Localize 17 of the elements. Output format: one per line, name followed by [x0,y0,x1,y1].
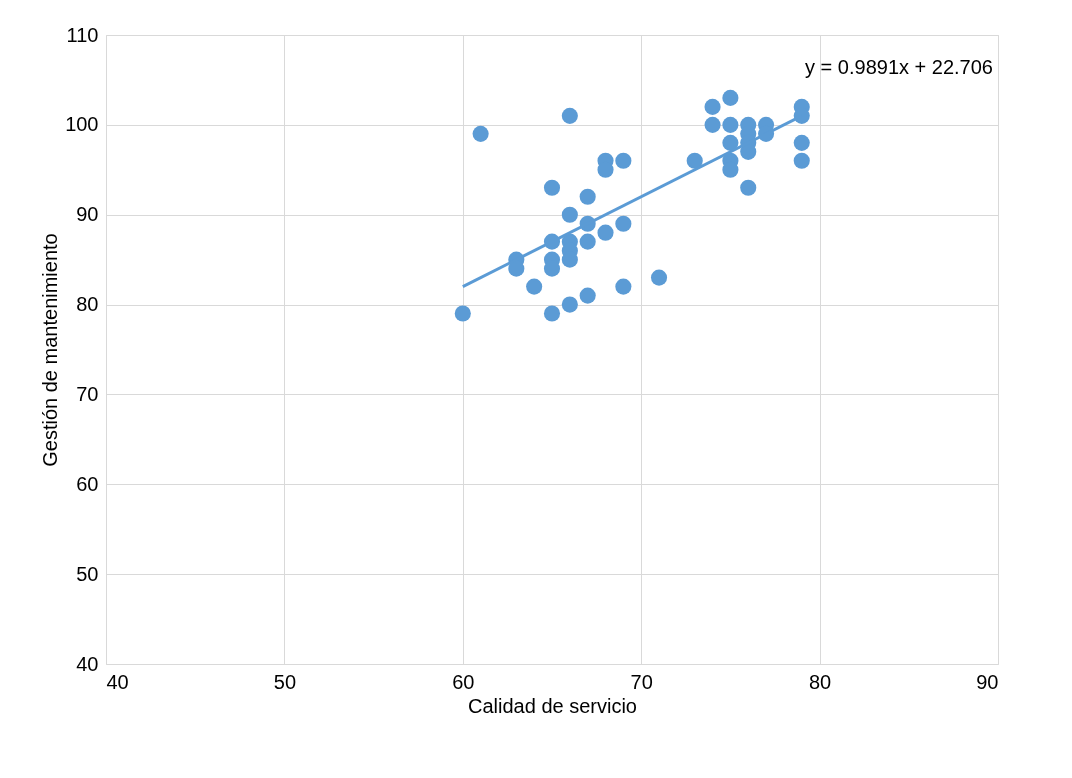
y-tick-label: 90 [76,203,99,226]
y-tick-label: 40 [76,652,99,675]
x-tick-label: 40 [106,670,129,693]
x-axis-title: Calidad de servicio [468,694,637,717]
y-tick-label: 70 [76,382,99,405]
y-axis-title: Gestión de mantenimiento [39,233,62,467]
x-tick-label: 70 [630,670,653,693]
y-tick-label: 110 [66,23,99,46]
y-tick-label: 50 [76,562,99,585]
x-tick-label: 90 [976,670,999,693]
y-tick-label: 60 [76,472,99,495]
y-tick-label: 100 [65,113,99,136]
x-tick-label: 60 [452,670,475,693]
x-tick-label: 50 [273,670,297,693]
x-tick-label: 80 [808,670,832,693]
annotation: y = 0.9891x + 22.706 [805,56,993,78]
y-tick-label: 80 [76,293,99,316]
